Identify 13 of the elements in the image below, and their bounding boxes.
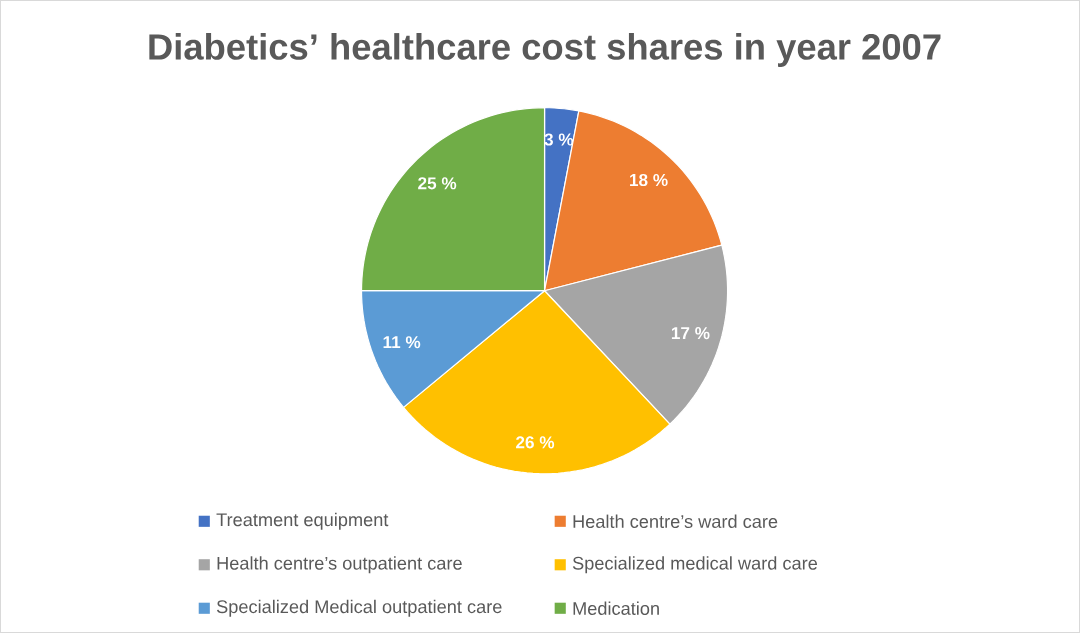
data-label: 18 % <box>630 173 668 187</box>
chart-title: Diabetics’ healthcare cost shares in year 2007 <box>149 33 941 67</box>
data-label: 11 % <box>383 336 421 349</box>
data-label: 3 % <box>544 133 574 146</box>
legend-label: Health centre’s outpatient care <box>217 556 462 574</box>
data-label: 26 % <box>516 436 555 449</box>
legend-label: Specialized Medical outpatient care <box>216 599 502 617</box>
legend-label: Medication <box>573 601 659 615</box>
legend-label: Health centre’s ward care <box>573 514 778 528</box>
legend-label: Specialized medical ward care <box>572 556 818 574</box>
data-label: 17 % <box>671 327 710 340</box>
legend-label: Treatment equipment <box>216 512 389 530</box>
data-label: 25 % <box>418 177 457 190</box>
